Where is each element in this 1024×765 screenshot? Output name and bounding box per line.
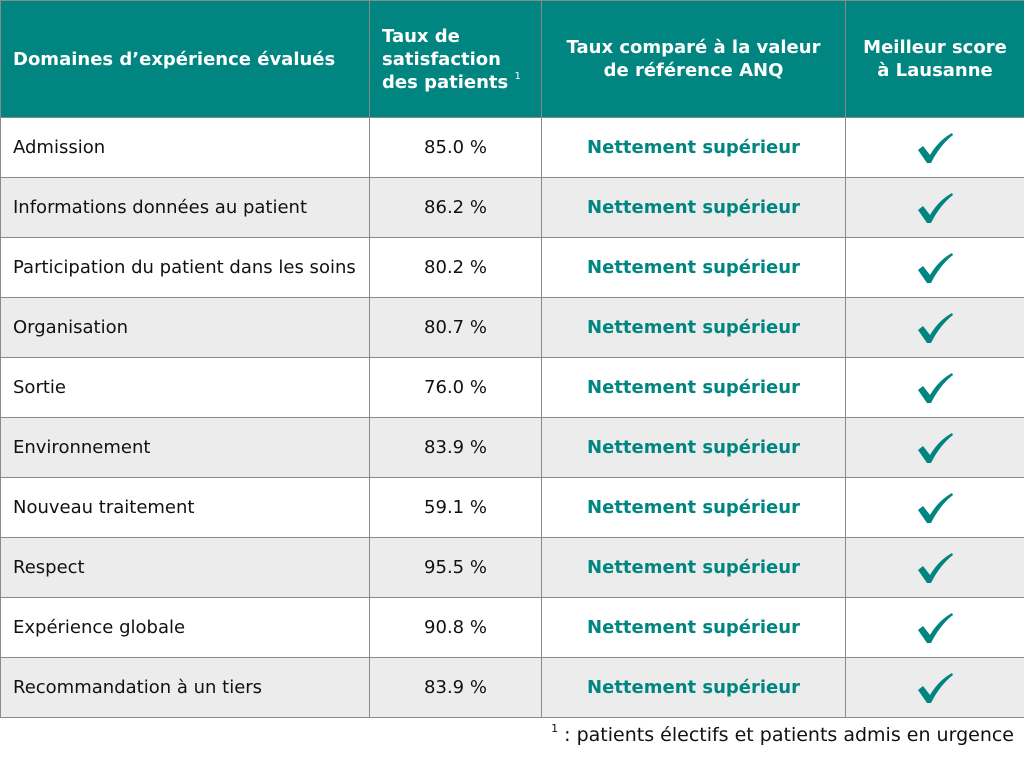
table-header-row: Domaines d’expérience évalués Taux de sa… xyxy=(0,0,1024,118)
cell-best-score xyxy=(845,597,1024,658)
cell-comparison: Nettement supérieur xyxy=(541,177,846,238)
table-row: Organisation 80.7 % Nettement supérieur xyxy=(0,297,1024,358)
cell-comparison: Nettement supérieur xyxy=(541,657,846,718)
cell-comparison: Nettement supérieur xyxy=(541,537,846,598)
header-domains: Domaines d’expérience évalués xyxy=(0,0,370,118)
table-row: Respect 95.5 % Nettement supérieur xyxy=(0,537,1024,598)
check-icon xyxy=(915,551,955,585)
table-row: Sortie 76.0 % Nettement supérieur xyxy=(0,357,1024,418)
cell-best-score xyxy=(845,297,1024,358)
footnote-marker: 1 xyxy=(514,70,521,82)
cell-satisfaction-rate: 83.9 % xyxy=(369,417,542,478)
cell-comparison: Nettement supérieur xyxy=(541,117,846,178)
check-icon xyxy=(915,251,955,285)
cell-satisfaction-rate: 83.9 % xyxy=(369,657,542,718)
cell-satisfaction-rate: 59.1 % xyxy=(369,477,542,538)
cell-domain: Participation du patient dans les soins xyxy=(0,237,370,298)
cell-best-score xyxy=(845,117,1024,178)
cell-comparison: Nettement supérieur xyxy=(541,237,846,298)
footnote: 1 : patients électifs et patients admis … xyxy=(551,722,1014,746)
header-satisfaction: Taux de satisfaction des patients 1 xyxy=(369,0,542,118)
cell-domain: Nouveau traitement xyxy=(0,477,370,538)
table-row: Admission 85.0 % Nettement supérieur xyxy=(0,117,1024,178)
cell-satisfaction-rate: 80.7 % xyxy=(369,297,542,358)
table-row: Informations données au patient 86.2 % Net… xyxy=(0,177,1024,238)
cell-domain: Admission xyxy=(0,117,370,178)
check-icon xyxy=(915,671,955,705)
table-row: Nouveau traitement 59.1 % Nettement supéri… xyxy=(0,477,1024,538)
footnote-text: : patients électifs et patients admis en… xyxy=(558,724,1014,746)
check-icon xyxy=(915,311,955,345)
check-icon xyxy=(915,191,955,225)
check-icon xyxy=(915,431,955,465)
cell-comparison: Nettement supérieur xyxy=(541,477,846,538)
cell-best-score xyxy=(845,357,1024,418)
check-icon xyxy=(915,371,955,405)
table-row: Expérience globale 90.8 % Nettement supéri… xyxy=(0,597,1024,658)
cell-comparison: Nettement supérieur xyxy=(541,297,846,358)
cell-satisfaction-rate: 90.8 % xyxy=(369,597,542,658)
cell-satisfaction-rate: 86.2 % xyxy=(369,177,542,238)
cell-satisfaction-rate: 76.0 % xyxy=(369,357,542,418)
table-row: Participation du patient dans les soins 8… xyxy=(0,237,1024,298)
header-satisfaction-label: Taux de satisfaction des patients xyxy=(382,25,509,93)
header-best-score: Meilleur score à Lausanne xyxy=(845,0,1024,118)
cell-domain: Recommandation à un tiers xyxy=(0,657,370,718)
cell-satisfaction-rate: 95.5 % xyxy=(369,537,542,598)
cell-best-score xyxy=(845,657,1024,718)
cell-domain: Organisation xyxy=(0,297,370,358)
cell-satisfaction-rate: 85.0 % xyxy=(369,117,542,178)
table-row: Recommandation à un tiers 83.9 % Nettement… xyxy=(0,657,1024,718)
header-comparison: Taux comparé à la valeur de référence AN… xyxy=(541,0,846,118)
cell-best-score xyxy=(845,417,1024,478)
cell-domain: Informations données au patient xyxy=(0,177,370,238)
table-body: Admission 85.0 % Nettement supérieur Inform… xyxy=(0,117,1024,718)
cell-best-score xyxy=(845,537,1024,598)
cell-comparison: Nettement supérieur xyxy=(541,597,846,658)
cell-domain: Respect xyxy=(0,537,370,598)
cell-satisfaction-rate: 80.2 % xyxy=(369,237,542,298)
check-icon xyxy=(915,611,955,645)
cell-domain: Environnement xyxy=(0,417,370,478)
cell-comparison: Nettement supérieur xyxy=(541,417,846,478)
check-icon xyxy=(915,131,955,165)
header-domains-label: Domaines d’expérience évalués xyxy=(13,48,336,70)
satisfaction-table: Domaines d’expérience évalués Taux de sa… xyxy=(0,0,1024,718)
table-row: Environnement 83.9 % Nettement supérieur xyxy=(0,417,1024,478)
cell-domain: Expérience globale xyxy=(0,597,370,658)
cell-domain: Sortie xyxy=(0,357,370,418)
cell-comparison: Nettement supérieur xyxy=(541,357,846,418)
cell-best-score xyxy=(845,237,1024,298)
cell-best-score xyxy=(845,477,1024,538)
check-icon xyxy=(915,491,955,525)
cell-best-score xyxy=(845,177,1024,238)
footnote-mark: 1 xyxy=(551,722,559,735)
header-best-score-label: Meilleur score à Lausanne xyxy=(863,37,1007,81)
header-comparison-label: Taux comparé à la valeur de référence AN… xyxy=(566,37,821,81)
